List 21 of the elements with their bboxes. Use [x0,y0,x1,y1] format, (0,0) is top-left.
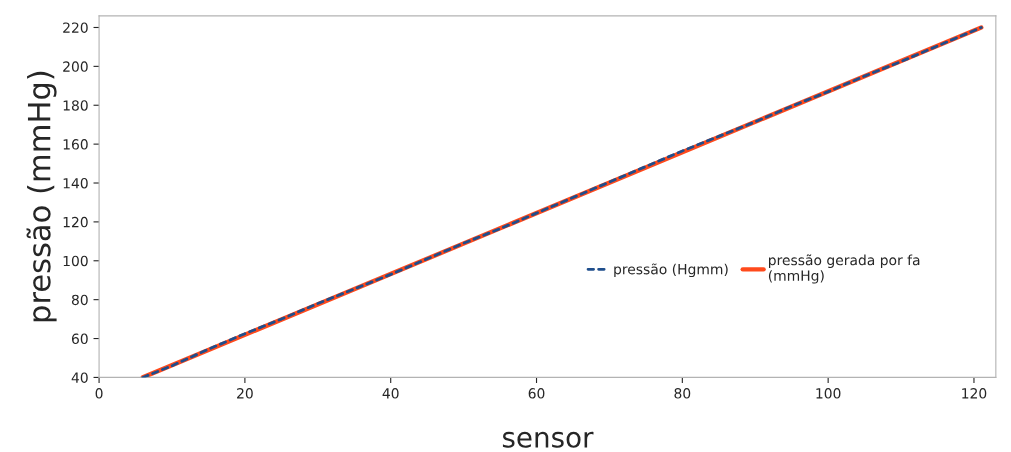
x-axis-title: sensor [502,431,594,448]
y-tick-label: 40 [71,372,88,383]
y-tick-label: 140 [63,177,88,189]
x-tick-label: 120 [962,388,987,399]
y-tick-label: 220 [63,22,88,33]
x-tick-label: 20 [237,388,253,399]
x-tick-label: 40 [382,388,399,399]
y-tick-label: 180 [63,100,88,111]
legend-label: pressão (Hgmm) [614,263,728,278]
y-tick-label: 80 [71,294,88,306]
legend-label: pressão gerada por fa (mmHg) [768,254,920,284]
x-tick-label: 80 [674,388,691,399]
y-axis-title: pressão (mmHg) [26,71,57,322]
y-tick-label: 60 [71,333,88,345]
x-tick-label: 0 [95,388,103,399]
x-tick-label: 100 [816,388,841,399]
y-tick-label: 200 [63,61,88,72]
y-tick-label: 160 [63,139,88,150]
y-tick-label: 100 [63,255,88,267]
y-tick-label: 120 [63,216,88,228]
x-tick-label: 60 [528,388,545,399]
